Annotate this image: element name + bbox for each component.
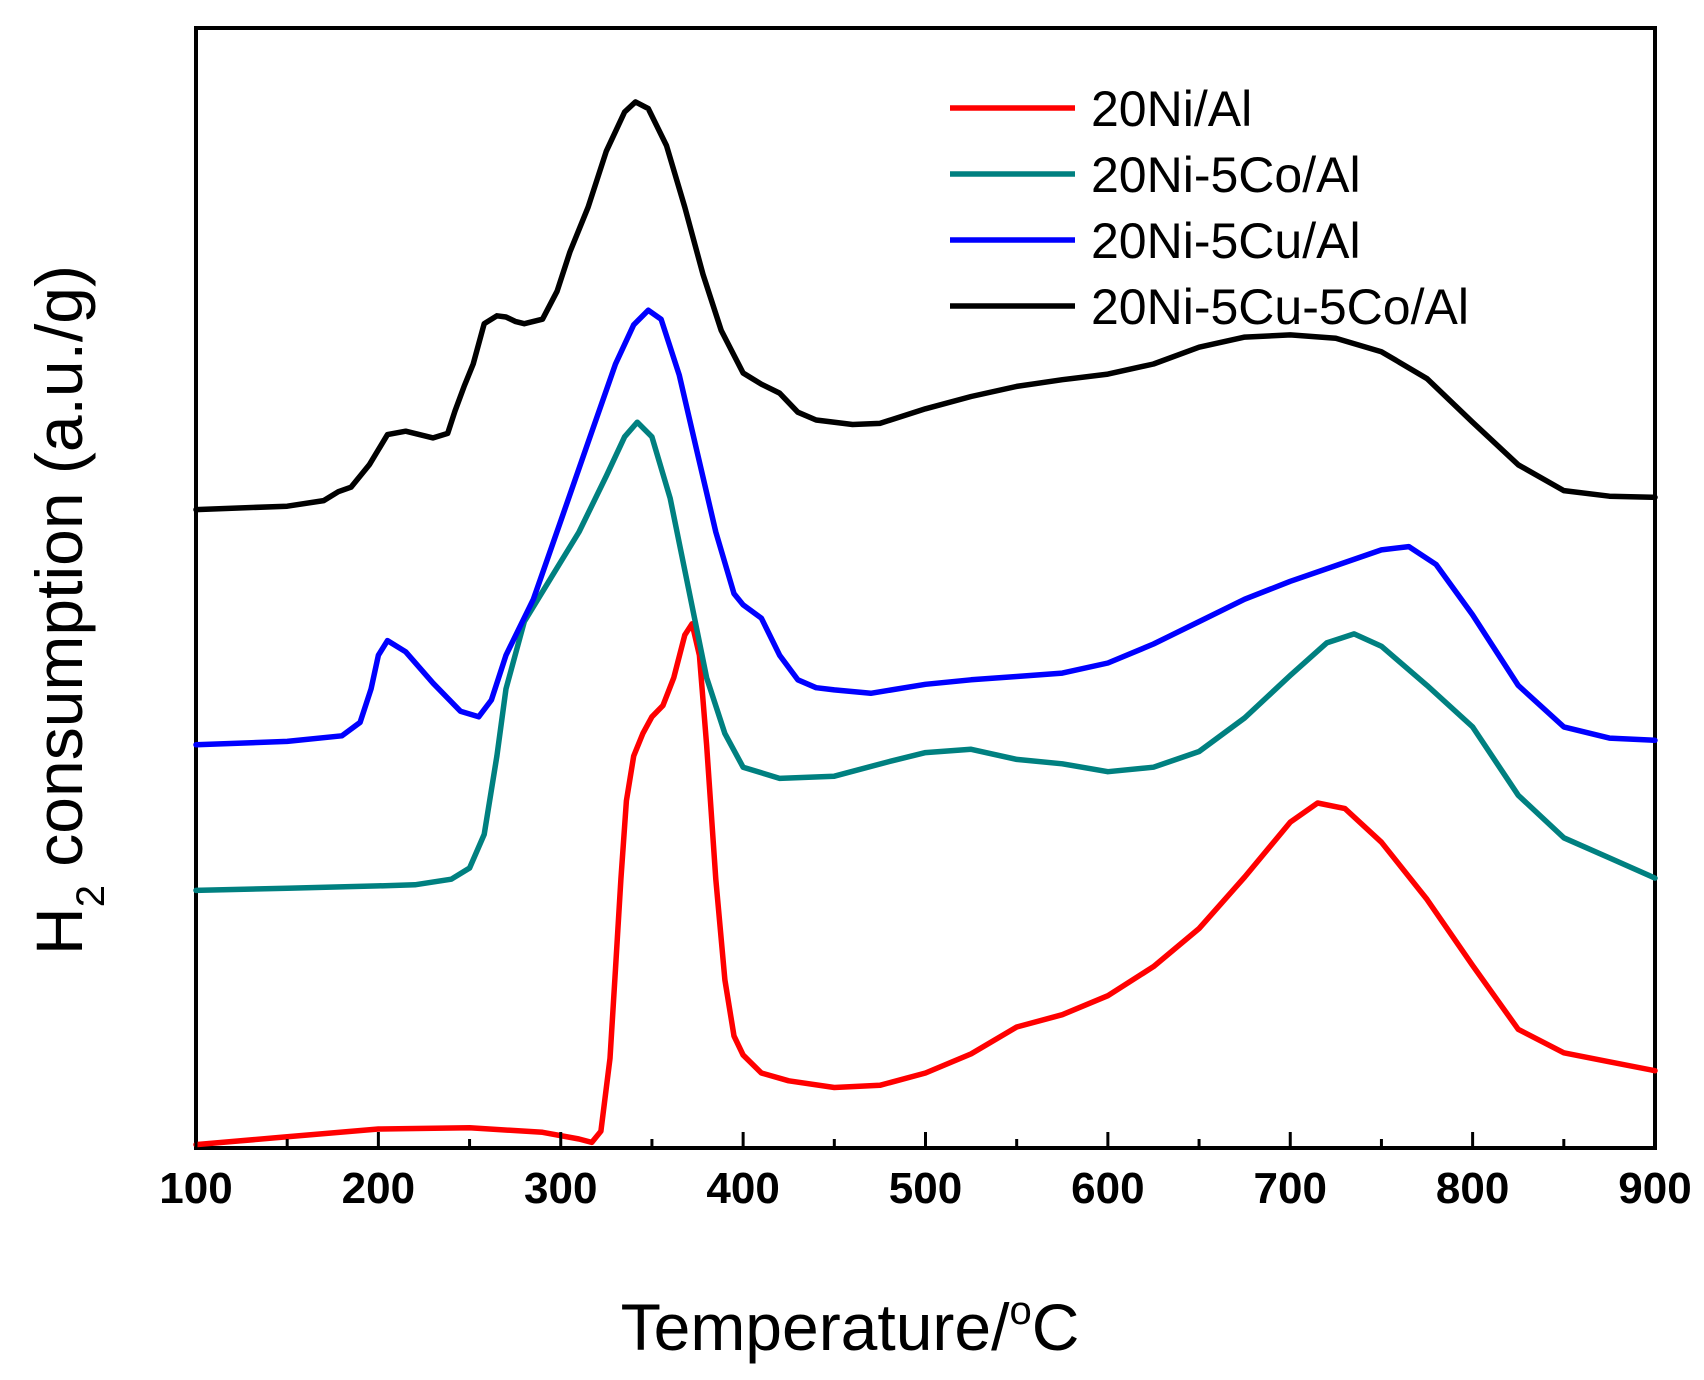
legend-label-1: 20Ni/Al	[1091, 81, 1252, 137]
x-axis-title: Temperature/oC	[621, 1289, 1080, 1364]
series-line-1	[193, 621, 1658, 1148]
legend: 20Ni/Al 20Ni-5Co/Al 20Ni-5Cu/Al 20Ni-5Cu-5C…	[950, 81, 1469, 335]
x-tick-label: 500	[889, 1164, 962, 1213]
x-tick-label: 100	[159, 1164, 232, 1213]
legend-label-4: 20Ni-5Cu-5Co/Al	[1091, 279, 1469, 335]
plot-area-border	[194, 26, 1657, 1150]
legend-label-2: 20Ni-5Co/Al	[1091, 147, 1361, 203]
series-line-2	[193, 419, 1658, 894]
series-group	[193, 99, 1658, 1148]
series-line-3	[193, 307, 1658, 748]
plot-frame	[194, 26, 1657, 1150]
x-tick-label: 900	[1618, 1164, 1691, 1213]
x-tick-label: 600	[1071, 1164, 1144, 1213]
x-tick-label: 200	[342, 1164, 415, 1213]
x-tick-label: 700	[1254, 1164, 1327, 1213]
series-line-4	[193, 99, 1658, 513]
y-axis-title: H2 consumption (a.u./g)	[22, 265, 113, 955]
x-tick-label: 800	[1436, 1164, 1509, 1213]
x-tick-label: 400	[706, 1164, 779, 1213]
legend-label-3: 20Ni-5Cu/Al	[1091, 213, 1361, 269]
x-axis-ticks: 100 200 300 400 500 600 700 800 900	[159, 1132, 1692, 1213]
x-tick-label: 300	[524, 1164, 597, 1213]
